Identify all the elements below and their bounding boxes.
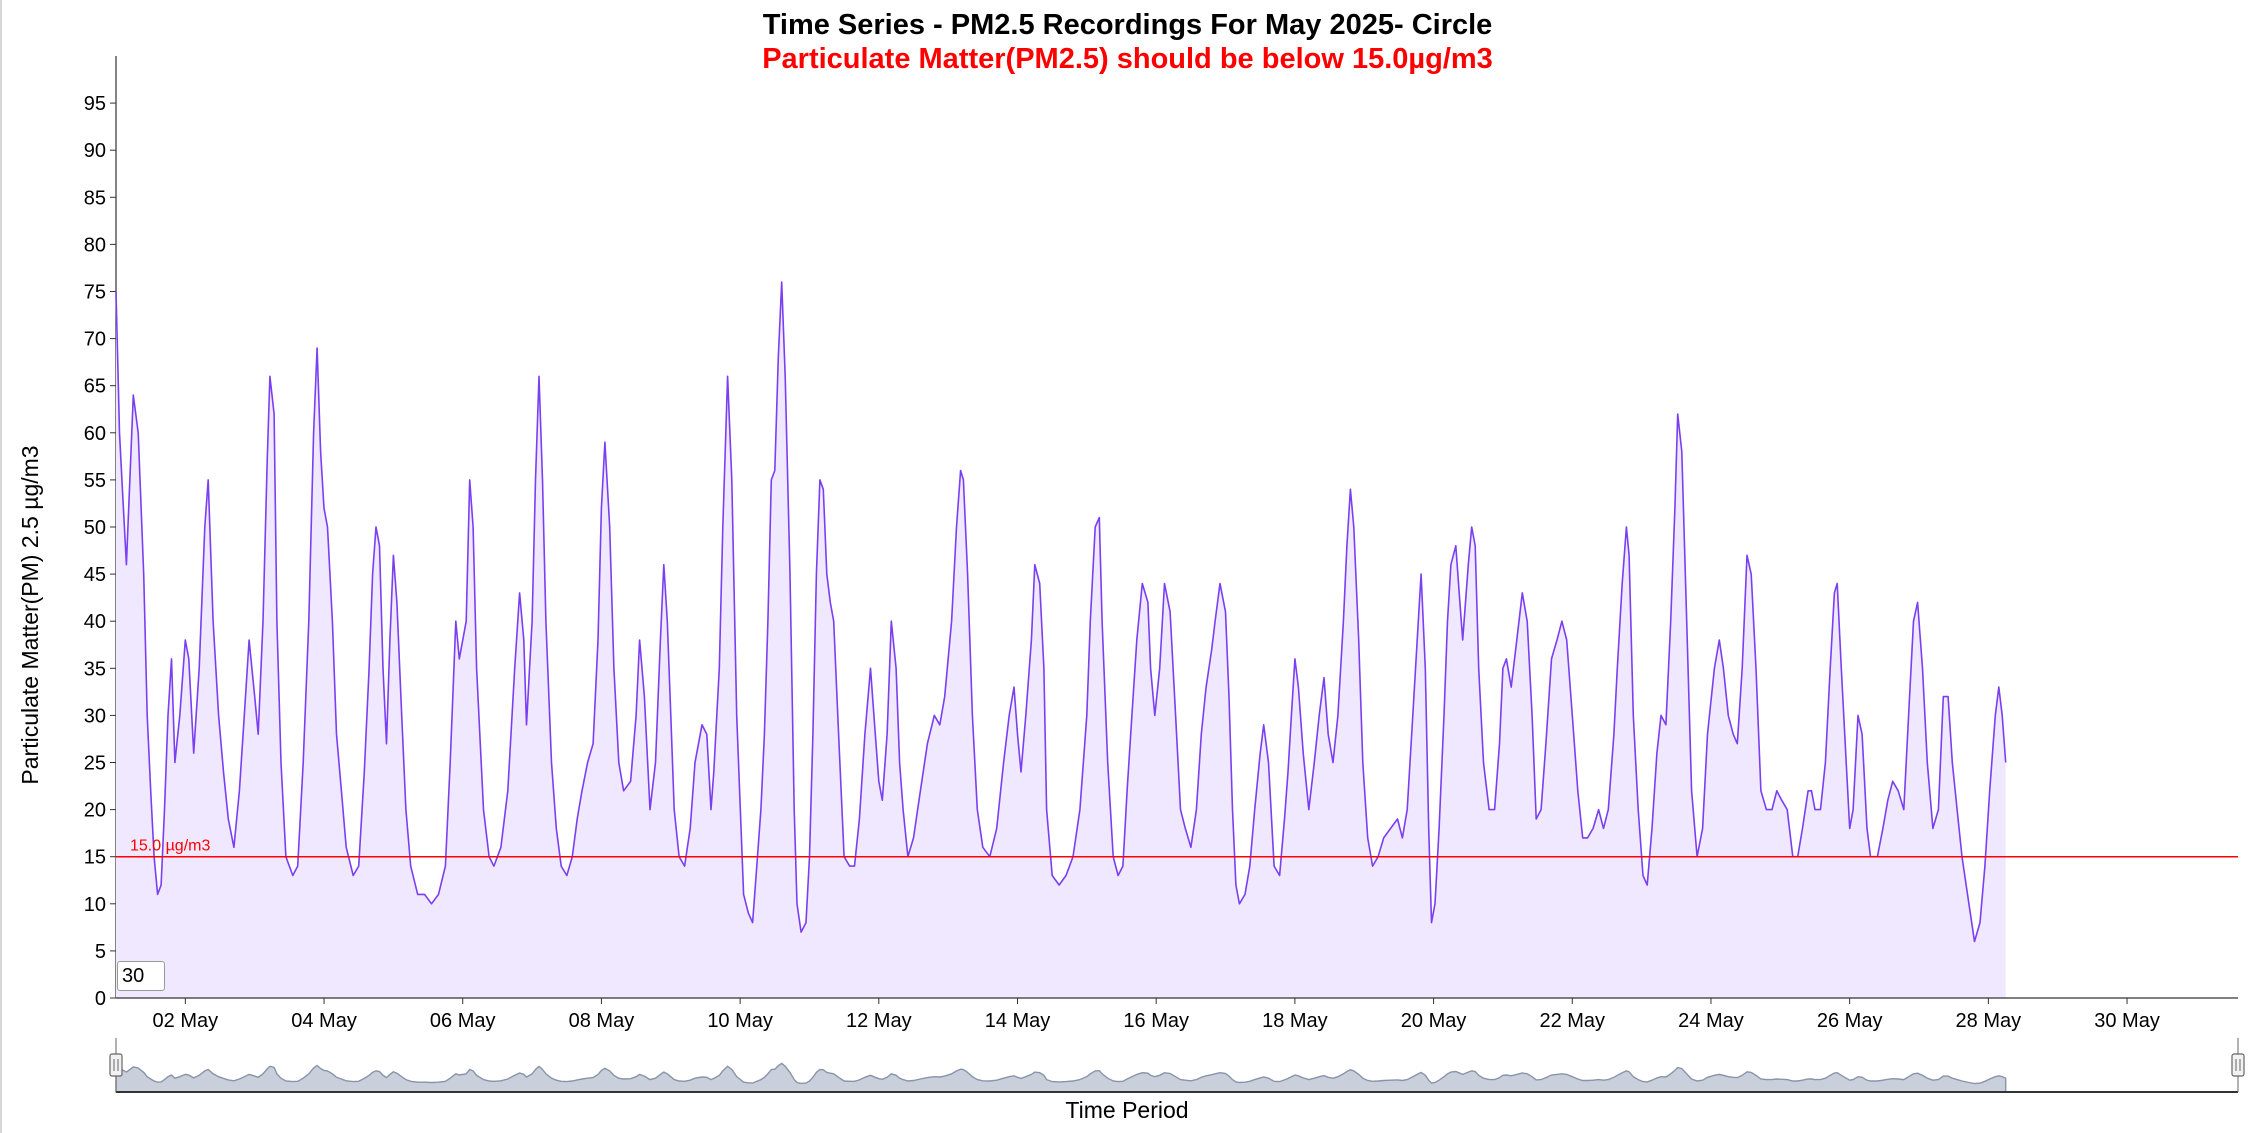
y-tick-label: 75 — [84, 282, 106, 304]
y-tick-label: 70 — [84, 329, 106, 351]
threshold-label: 15.0 µg/m3 — [130, 838, 210, 855]
x-axis-label: Time Period — [1065, 1097, 1188, 1123]
y-axis-label-group: Particulate Matter(PM) 2.5 µg/m3 — [17, 445, 43, 784]
y-tick-label: 10 — [84, 894, 106, 916]
x-tick-label: 18 May — [1262, 1010, 1328, 1032]
y-tick-label: 85 — [84, 187, 106, 209]
y-tick-label: 20 — [84, 800, 106, 822]
x-tick-label: 08 May — [569, 1010, 635, 1032]
y-tick-label: 95 — [84, 93, 106, 115]
y-ticks: 0 5 10 15 20 25 30 35 40 45 50 55 60 65 70 75 80 85 90 95 — [84, 56, 117, 1010]
plot-area: 15.0 µg/m3 — [115, 281, 2238, 999]
y-tick-label: 25 — [84, 753, 106, 775]
x-tick-label: 06 May — [430, 1010, 496, 1032]
x-tick-label: 20 May — [1401, 1010, 1467, 1032]
y-tick-label: 90 — [84, 140, 106, 162]
x-tick-label: 24 May — [1678, 1010, 1744, 1032]
handle-grip[interactable] — [109, 1053, 123, 1077]
y-tick-label: 35 — [84, 658, 106, 680]
x-tick-label: 26 May — [1817, 1010, 1883, 1032]
title-block: Time Series - PM2.5 Recordings For May 2… — [0, 8, 2255, 76]
navigator-handle-right[interactable] — [2231, 1053, 2245, 1077]
y-tick-label: 0 — [95, 988, 106, 1010]
series-line[interactable] — [115, 281, 2007, 943]
left-border — [0, 0, 2, 1133]
chart-subtitle: Particulate Matter(PM2.5) should be belo… — [762, 43, 1493, 75]
y-tick-label: 80 — [84, 234, 106, 256]
x-ticks: 02 May 04 May 06 May 08 May 10 May 12 May 14 M… — [153, 998, 2160, 1032]
x-tick-label: 16 May — [1123, 1010, 1189, 1032]
y-tick-label: 55 — [84, 470, 106, 492]
x-tick-label: 14 May — [985, 1010, 1051, 1032]
x-tick-label: 02 May — [153, 1010, 219, 1032]
y-tick-label: 40 — [84, 611, 106, 633]
handle-grip[interactable] — [2231, 1053, 2245, 1077]
x-tick-label: 04 May — [291, 1010, 357, 1032]
y-tick-label: 65 — [84, 376, 106, 398]
chart-title: Time Series - PM2.5 Recordings For May 2… — [762, 9, 1493, 41]
navigator — [109, 1038, 2245, 1093]
x-tick-label: 28 May — [1956, 1010, 2022, 1032]
x-tick-label: 12 May — [846, 1010, 912, 1032]
range-days-input[interactable] — [117, 961, 165, 991]
y-tick-label: 45 — [84, 564, 106, 586]
y-axis-label: Particulate Matter(PM) 2.5 µg/m3 — [17, 445, 43, 784]
y-tick-label: 50 — [84, 517, 106, 539]
navigator-handle-left[interactable] — [109, 1053, 123, 1077]
y-tick-label: 30 — [84, 705, 106, 727]
x-tick-label: 30 May — [2094, 1010, 2160, 1032]
y-tick-label: 15 — [84, 847, 106, 869]
series-area — [116, 282, 2006, 999]
y-tick-label: 5 — [95, 941, 106, 963]
navigator-series — [115, 1061, 2007, 1093]
x-tick-label: 10 May — [707, 1010, 773, 1032]
y-tick-label: 60 — [84, 423, 106, 445]
x-tick-label: 22 May — [1539, 1010, 1605, 1032]
